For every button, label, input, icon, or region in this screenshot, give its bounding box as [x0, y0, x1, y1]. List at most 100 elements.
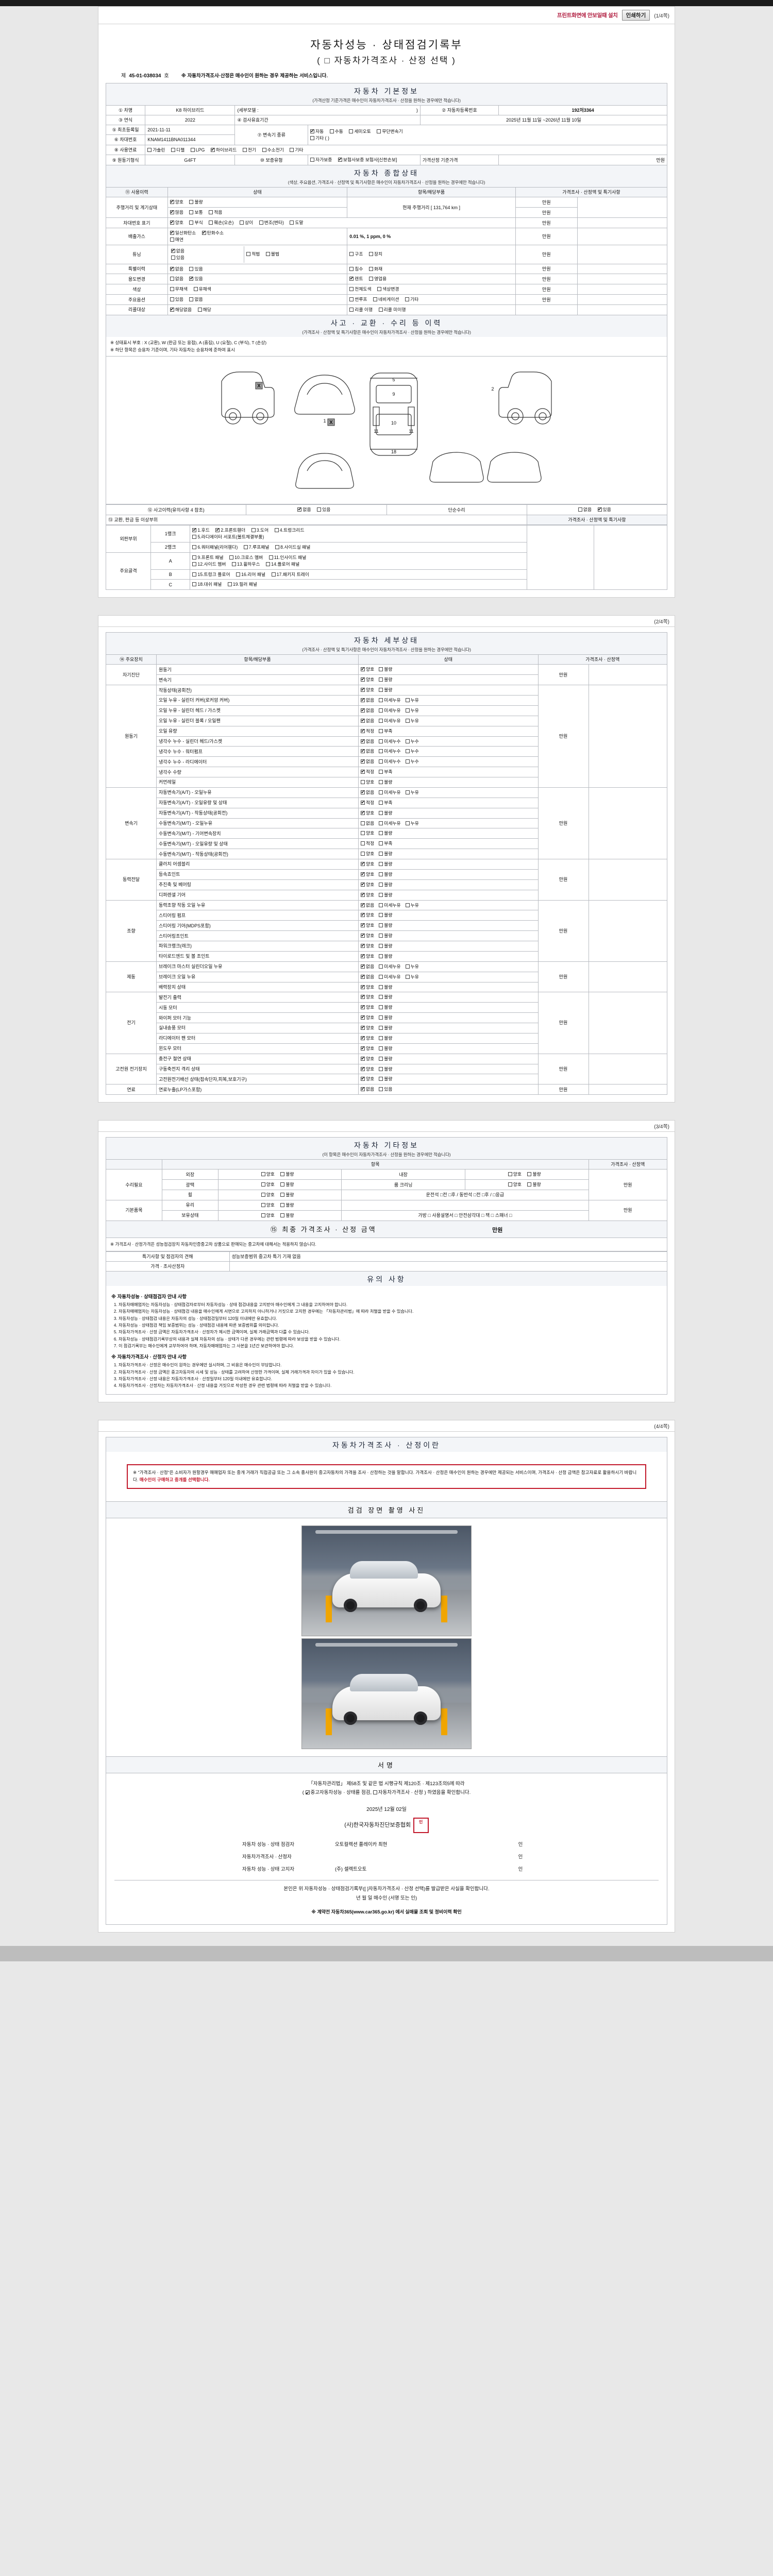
opt-불량[interactable]: 불량: [379, 677, 392, 683]
opt-불량[interactable]: 불량: [379, 912, 392, 919]
opt-양호[interactable]: 양호: [361, 1055, 374, 1062]
opt-양호[interactable]: 양호: [361, 911, 374, 919]
opt-불량[interactable]: 불량: [379, 1036, 392, 1042]
opt-누유[interactable]: 누유: [405, 718, 419, 724]
opt-불량[interactable]: 불량: [379, 667, 392, 673]
signature-seal[interactable]: 인: [518, 1842, 523, 1848]
opt-없음[interactable]: 없음: [361, 973, 374, 980]
part-front-panel[interactable]: 9.프론트 패널: [192, 555, 224, 561]
opt-불량[interactable]: 불량: [379, 687, 392, 693]
opt-불량[interactable]: 불량: [379, 851, 392, 857]
part-dash-panel[interactable]: 18.대쉬 패널: [192, 582, 222, 588]
emission-co[interactable]: 일산화탄소: [170, 229, 196, 236]
opt-없음[interactable]: 없음: [361, 789, 374, 796]
part-hood[interactable]: 1.후드: [192, 527, 210, 534]
trans-opt-semiauto[interactable]: 세미오토: [349, 129, 371, 135]
opt-누유[interactable]: 누유: [405, 974, 419, 980]
opt-없음[interactable]: 없음: [361, 821, 374, 827]
opt-누유[interactable]: 누유: [405, 964, 419, 970]
part-rear-panel[interactable]: 16.리어 패널: [236, 572, 265, 578]
vinmark-good[interactable]: 양호: [170, 219, 183, 226]
opt-없음[interactable]: 없음: [361, 697, 374, 704]
part-roof-panel[interactable]: 7.루프패널: [243, 545, 270, 551]
opt-적정[interactable]: 적정: [361, 799, 374, 806]
opt-없음[interactable]: 없음: [361, 707, 374, 714]
color-chromatic[interactable]: 유채색: [193, 286, 211, 293]
opt-양호[interactable]: 양호: [361, 779, 374, 786]
opt-양호[interactable]: 양호: [361, 860, 374, 868]
opt-부족[interactable]: 부족: [379, 841, 392, 847]
opt-없음[interactable]: 없음: [361, 963, 374, 970]
usage-yes[interactable]: 있음: [189, 275, 203, 282]
opt-없음[interactable]: 없음: [361, 1086, 374, 1093]
opt-미세누수[interactable]: 미세누수: [379, 739, 401, 745]
opt-부족[interactable]: 부족: [379, 728, 392, 735]
opt-불량[interactable]: 불량: [379, 831, 392, 837]
part-cross-member[interactable]: 10.크로스 멤버: [229, 555, 263, 561]
usage-none[interactable]: 없음: [170, 276, 183, 282]
opt-불량[interactable]: 불량: [379, 892, 392, 899]
opt-양호[interactable]: 양호: [361, 666, 374, 673]
part-wheel-house[interactable]: 13.휠하우스: [231, 562, 260, 568]
opt-미세누유[interactable]: 미세누유: [379, 708, 401, 714]
part-pillar-panel[interactable]: 19.필러 패널: [227, 582, 257, 588]
opt-양호[interactable]: 양호: [361, 891, 374, 899]
opt-없음[interactable]: 없음: [361, 758, 374, 765]
fuel-opt-gasoline[interactable]: 가솔린: [147, 147, 165, 154]
polish-good[interactable]: 양호: [261, 1182, 275, 1188]
opt-불량[interactable]: 불량: [379, 954, 392, 960]
opt-불량[interactable]: 불량: [379, 1046, 392, 1052]
polish-bad[interactable]: 불량: [280, 1182, 294, 1188]
opt-부족[interactable]: 부족: [379, 800, 392, 806]
opt-불량[interactable]: 불량: [379, 1015, 392, 1021]
print-button[interactable]: 인쇄하기: [621, 10, 650, 21]
recall-notdone[interactable]: 리콜 미이행: [378, 307, 406, 313]
opt-불량[interactable]: 불량: [379, 923, 392, 929]
opt-적정[interactable]: 적정: [361, 841, 374, 847]
opt-양호[interactable]: 양호: [361, 881, 374, 888]
holding-good[interactable]: 양호: [261, 1213, 275, 1219]
wheel-bad[interactable]: 불량: [280, 1192, 294, 1198]
opt-미세누유[interactable]: 미세누유: [379, 903, 401, 909]
opt-누수[interactable]: 누수: [405, 749, 419, 755]
tuning-structure[interactable]: 구조: [349, 251, 363, 258]
opt-누유[interactable]: 누유: [405, 903, 419, 909]
tuning-device[interactable]: 장치: [368, 251, 382, 258]
special-flood[interactable]: 침수: [349, 266, 363, 273]
special-fire[interactable]: 화재: [368, 266, 382, 273]
recall-done[interactable]: 리콜 이행: [349, 307, 373, 313]
holding-bad[interactable]: 불량: [280, 1213, 294, 1219]
special-none[interactable]: 없음: [170, 265, 183, 273]
opt-양호[interactable]: 양호: [361, 1065, 374, 1073]
fuel-opt-other[interactable]: 기타: [290, 147, 304, 154]
part-inside-panel[interactable]: 11.인사이드 패널: [268, 555, 306, 561]
opt-누유[interactable]: 누유: [405, 790, 419, 796]
opt-양호[interactable]: 양호: [361, 1004, 374, 1011]
trans-opt-cvt[interactable]: 무단변속기: [377, 129, 403, 135]
warranty-self[interactable]: 자가보증: [310, 157, 332, 163]
color-changed[interactable]: 색상변경: [377, 286, 399, 293]
vinmark-erased[interactable]: 도말: [290, 220, 304, 226]
opt-미세누유[interactable]: 미세누유: [379, 698, 401, 704]
opt-적정[interactable]: 적정: [361, 727, 374, 735]
simple-yes[interactable]: 있음: [597, 506, 611, 513]
wheel-good[interactable]: 양호: [261, 1192, 275, 1198]
opt-양호[interactable]: 양호: [361, 1035, 374, 1042]
opt-누유[interactable]: 누유: [405, 698, 419, 704]
opt-적정[interactable]: 적정: [361, 768, 374, 775]
opt-누유[interactable]: 누유: [405, 821, 419, 827]
fuel-opt-electric[interactable]: 전기: [242, 147, 256, 154]
clean-bad[interactable]: 불량: [527, 1182, 541, 1188]
vinmark-corrosion[interactable]: 부식: [189, 220, 203, 226]
opt-불량[interactable]: 불량: [379, 1076, 392, 1082]
opt-부족[interactable]: 부족: [379, 769, 392, 775]
tuning-yes[interactable]: 있음: [171, 255, 184, 261]
opt-불량[interactable]: 불량: [379, 872, 392, 878]
opt-없음[interactable]: 없음: [361, 902, 374, 909]
ext-bad[interactable]: 불량: [280, 1172, 294, 1178]
mainopt-yes[interactable]: 있음: [170, 297, 183, 303]
fuel-opt-hybrid[interactable]: 하이브리드: [210, 146, 237, 154]
opt-미세누유[interactable]: 미세누유: [379, 964, 401, 970]
opt-누수[interactable]: 누수: [405, 739, 419, 745]
opt-양호[interactable]: 양호: [361, 1045, 374, 1052]
